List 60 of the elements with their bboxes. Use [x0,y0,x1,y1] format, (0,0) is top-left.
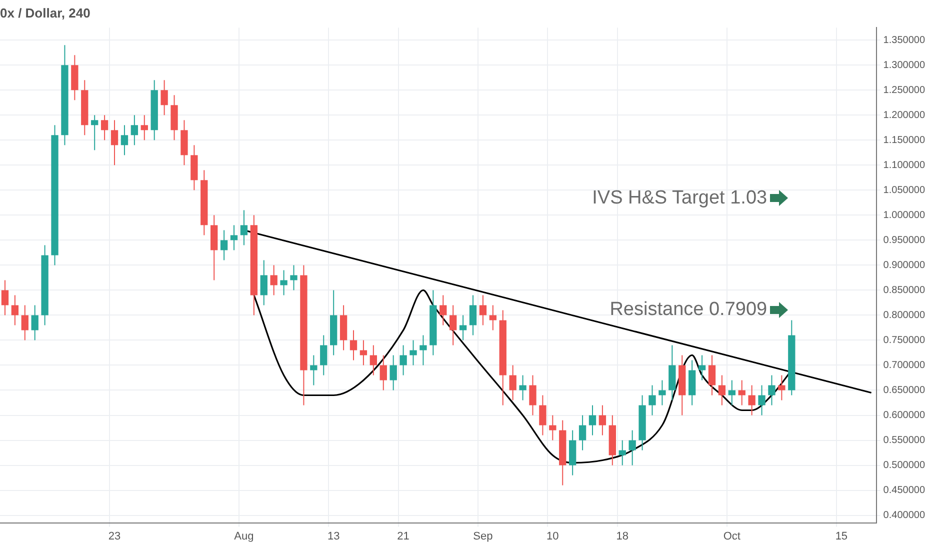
candlestick [180,120,188,166]
candlestick [51,124,58,266]
y-tick-label: 1.100000 [883,160,926,171]
y-tick-label: 1.250000 [883,84,926,96]
candlestick [638,394,646,451]
y-tick-label: 0.750000 [883,334,926,346]
candlestick [41,244,48,326]
candlestick [758,384,766,416]
y-tick-label: 0.800000 [883,310,926,321]
candlestick [290,264,298,291]
candlestick [280,270,288,296]
x-tick-label: 13 [327,530,340,542]
candlestick [300,264,308,406]
y-tick-label: 1.050000 [883,184,926,196]
candlestick [420,334,427,366]
y-tick-label: 0.850000 [883,284,926,296]
candlestick [628,430,636,466]
candlestick [310,354,318,386]
candlestick [519,374,526,401]
candlestick [71,54,78,101]
candlestick [170,94,178,141]
x-tick-label: Aug [234,530,254,542]
x-tick-label: 23 [108,530,121,542]
candlestick [160,80,168,116]
y-tick-label: 1.200000 [883,110,926,121]
x-tick-label: 15 [835,530,848,542]
y-tick-label: 0.950000 [883,234,926,246]
y-tick-label: 0.900000 [883,260,926,271]
candlestick [658,380,666,406]
candlestick [768,374,776,406]
candlestick [410,340,417,366]
y-tick-label: 1.000000 [883,210,926,221]
candlestick [509,364,516,401]
x-tick-label: 21 [397,530,410,542]
candlestick [539,394,546,436]
y-tick-label: 1.300000 [883,60,926,71]
candlestick [61,44,68,146]
y-tick-label: 0.550000 [883,435,926,446]
y-tick-label: 0.650000 [883,384,926,396]
y-tick-label: 0.500000 [883,460,926,472]
annotation: IVS H&S Target 1.03 [592,188,768,209]
y-tick-label: 0.450000 [883,485,926,496]
y-tick-label: 1.350000 [883,34,926,46]
candlestick [190,144,198,191]
candlestick [748,384,756,416]
x-tick-label: 18 [616,530,628,542]
y-tick-label: 1.150000 [883,134,926,146]
candlestick [529,374,536,416]
candlestick [648,384,656,416]
y-tick-label: 0.600000 [883,410,926,422]
y-tick-label: 0.400000 [883,510,926,522]
candlestick [778,374,786,401]
chart-title: 0x / Dollar, 240 [0,5,90,20]
candlestick [400,344,407,376]
annotation: Resistance 0.7909 [610,299,768,320]
x-tick-label: 10 [546,530,559,542]
y-tick-label: 0.700000 [883,360,926,371]
candlestick [430,290,437,356]
x-tick-label: Sep [473,530,493,542]
x-tick-label: Oct [723,530,740,542]
